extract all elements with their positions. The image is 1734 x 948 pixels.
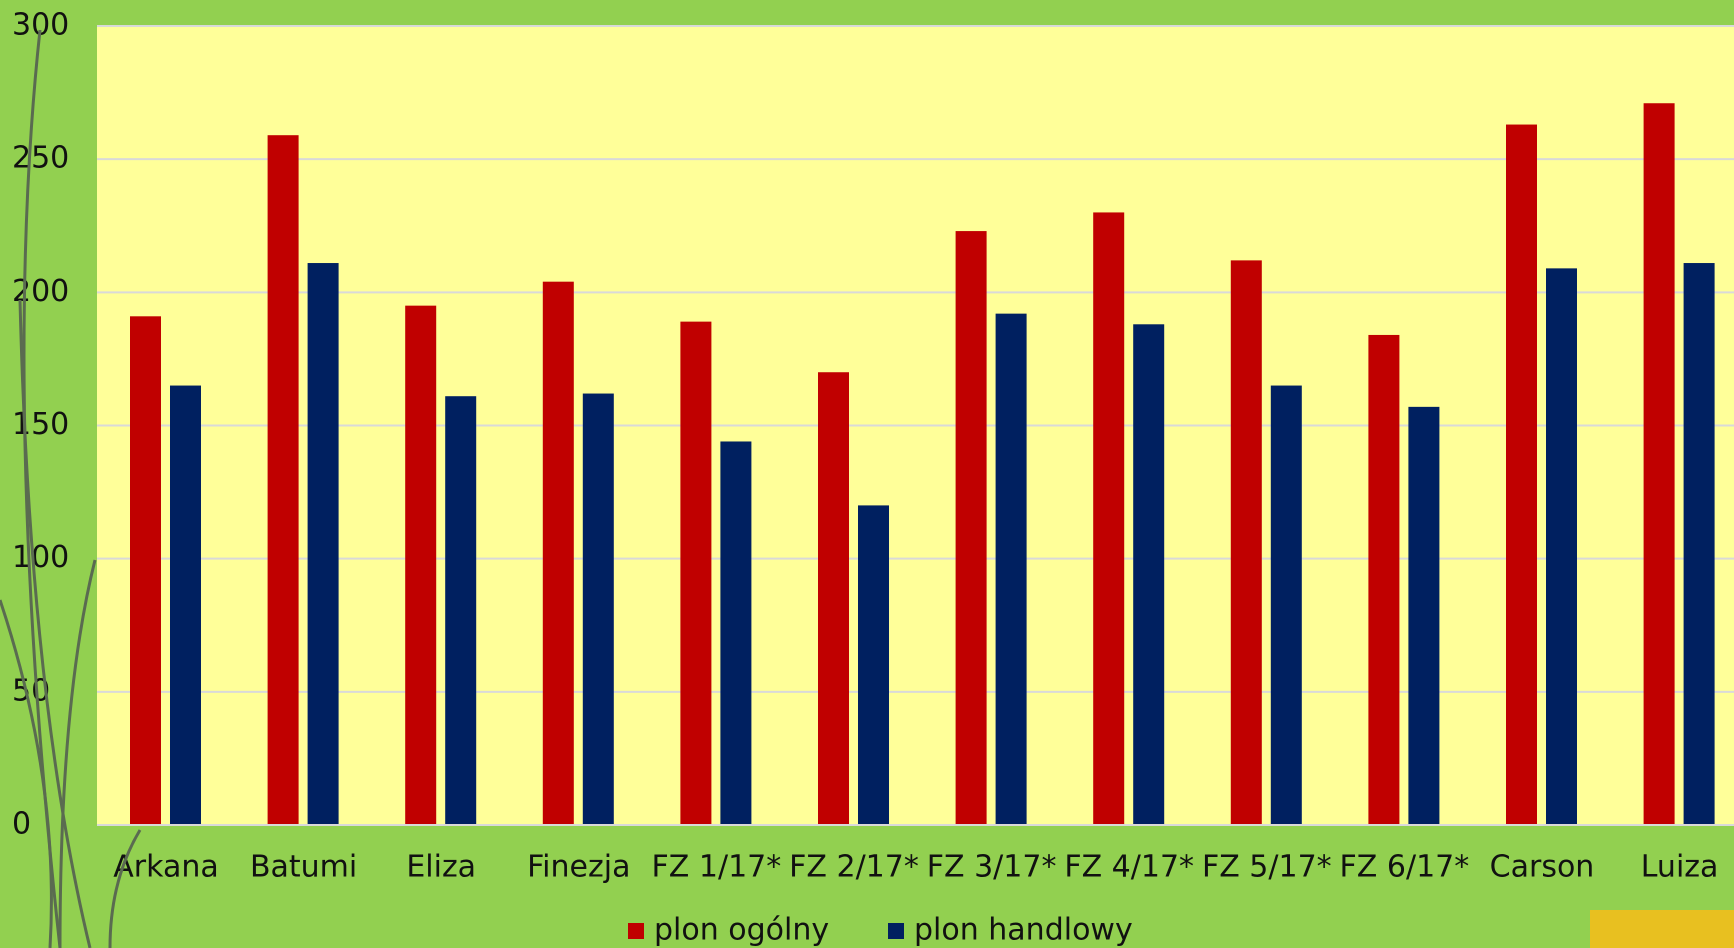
bar: [1271, 386, 1302, 825]
legend-label: plon handlowy: [914, 913, 1133, 948]
y-tick-label: 250: [12, 141, 69, 176]
bar: [1231, 260, 1262, 825]
bar: [1408, 407, 1439, 825]
bar: [956, 231, 987, 825]
bar: [583, 394, 614, 825]
x-tick-label: FZ 5/17*: [1202, 850, 1332, 885]
x-tick-label: FZ 3/17*: [927, 850, 1057, 885]
bar: [720, 441, 751, 825]
bar: [1506, 125, 1537, 825]
bar: [1644, 103, 1675, 825]
legend-label: plon ogólny: [654, 913, 829, 948]
x-tick-label: Carson: [1490, 850, 1595, 885]
x-tick-label: Eliza: [406, 850, 476, 885]
y-tick-label: 0: [12, 807, 31, 842]
x-tick-label: FZ 1/17*: [652, 850, 782, 885]
bar: [445, 396, 476, 825]
legend-swatch: [628, 923, 644, 939]
bar: [170, 386, 201, 825]
bar: [1368, 335, 1399, 825]
bar: [405, 306, 436, 825]
x-tick-label: Luiza: [1641, 850, 1719, 885]
bar: [1093, 212, 1124, 825]
corner-image: [1590, 910, 1734, 948]
y-tick-label: 100: [12, 540, 69, 575]
x-tick-label: Arkana: [113, 850, 218, 885]
bar: [268, 135, 299, 825]
x-tick-label: FZ 6/17*: [1340, 850, 1470, 885]
bar: [543, 282, 574, 825]
x-tick-label: Batumi: [250, 850, 357, 885]
bar: [818, 372, 849, 825]
chart: 050100150200250300ArkanaBatumiElizaFinez…: [0, 0, 1734, 948]
y-tick-label: 150: [12, 407, 69, 442]
bar: [680, 322, 711, 825]
bar: [858, 505, 889, 825]
bar: [1684, 263, 1715, 825]
bar: [1133, 324, 1164, 825]
bar: [996, 314, 1027, 825]
x-tick-label: FZ 4/17*: [1064, 850, 1194, 885]
x-tick-label: Finezja: [527, 850, 630, 885]
x-tick-label: FZ 2/17*: [789, 850, 919, 885]
legend-swatch: [888, 923, 904, 939]
bar: [308, 263, 339, 825]
bar: [130, 316, 161, 825]
bar: [1546, 268, 1577, 825]
